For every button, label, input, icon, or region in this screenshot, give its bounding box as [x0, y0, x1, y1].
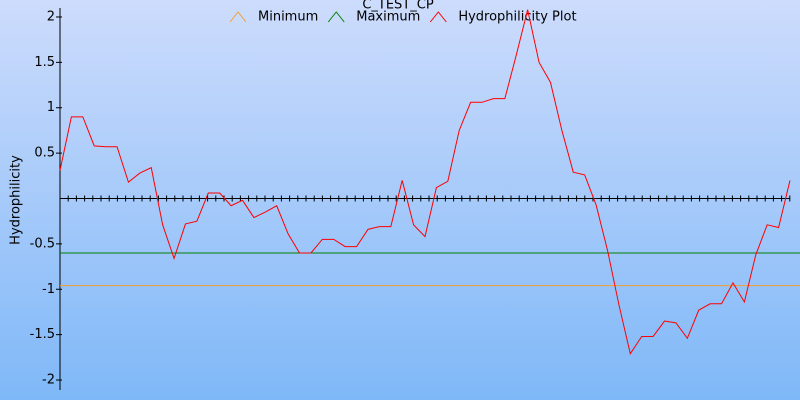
data-line — [59, 9, 791, 355]
y-tick-label: 2 — [47, 9, 55, 24]
legend-icon — [229, 11, 247, 23]
y-tick-label: 1.5 — [34, 55, 55, 70]
y-tick-label: 1 — [47, 100, 55, 115]
y-tick-label: -1.5 — [30, 327, 55, 342]
y-axis-label: Hydrophilicity — [9, 155, 24, 245]
y-tick-label: 0.5 — [34, 146, 55, 161]
y-tick-label: -1 — [42, 282, 55, 297]
legend-label: Hydrophilicity Plot — [458, 10, 576, 25]
legend-label: Maximum — [356, 10, 420, 25]
chart-title: C_TEST_CP — [362, 0, 434, 13]
legend-label: Minimum — [258, 10, 318, 25]
legend-icon — [429, 11, 447, 23]
y-tick-label: -2 — [42, 373, 55, 388]
y-tick-label: -0.5 — [30, 236, 55, 251]
legend-icon — [327, 11, 345, 23]
